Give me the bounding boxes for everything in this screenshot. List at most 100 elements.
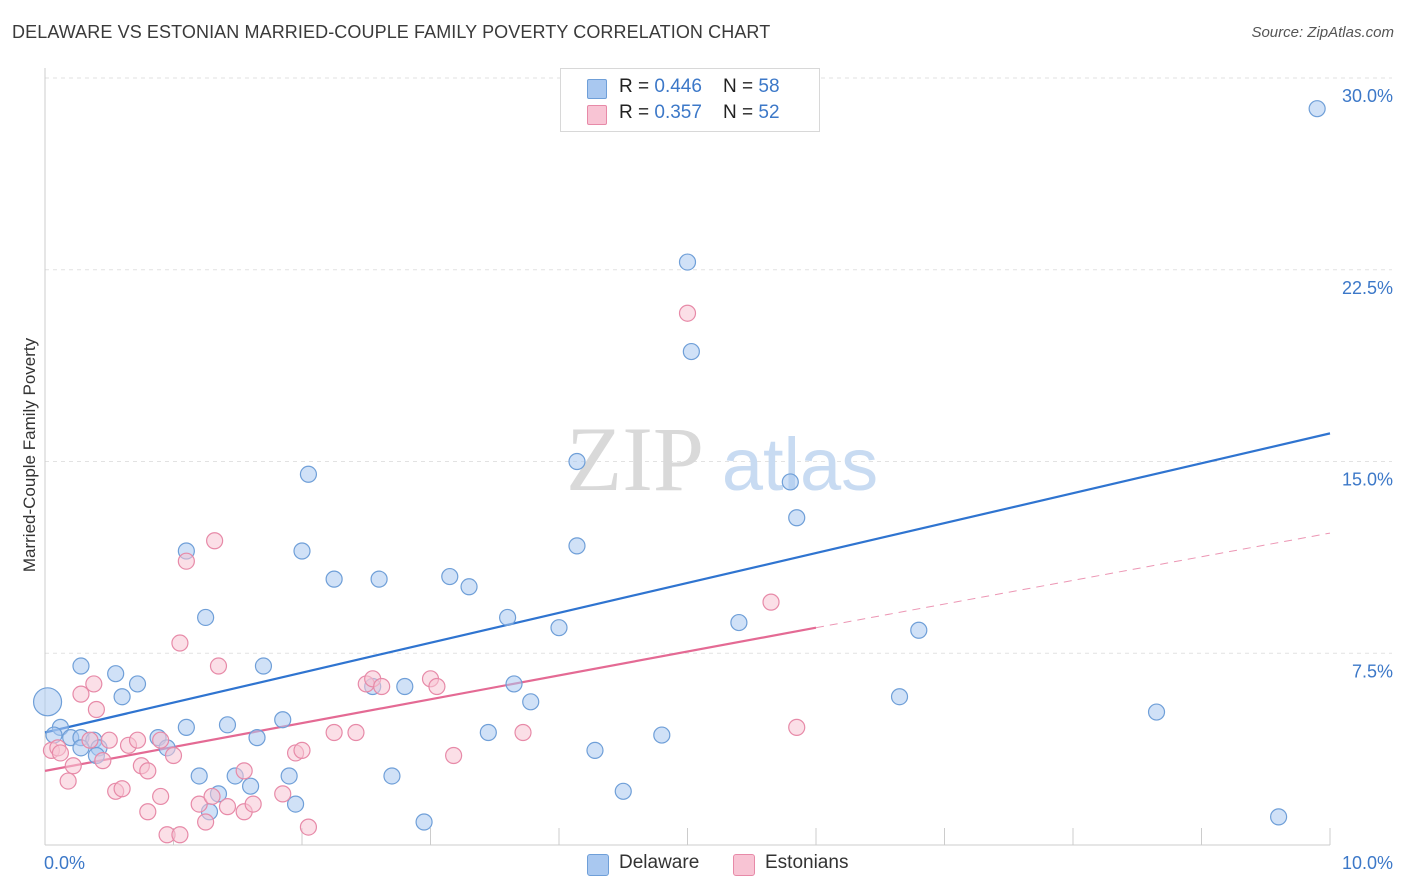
data-point-delaware (1147, 703, 1166, 721)
data-point-delaware (522, 693, 540, 711)
legend-swatch-delaware (587, 79, 607, 99)
data-point-delaware (128, 675, 147, 693)
data-point-delaware (370, 570, 388, 588)
tick-labels: 7.5% 15.0% 22.5% 30.0% 0.0% 10.0% (44, 86, 1393, 873)
data-point-estonians (171, 634, 189, 652)
legend-swatch-delaware (587, 854, 609, 876)
data-point-estonians (325, 723, 343, 742)
n-value: 58 (758, 76, 780, 97)
stats-legend: R = 0.446 N = 58 R = 0.357 N = 52 (560, 68, 820, 132)
data-point-estonians (81, 731, 99, 749)
data-point-delaware (653, 726, 671, 744)
data-points (32, 100, 1326, 844)
data-point-delaware (107, 665, 125, 683)
data-point-delaware (614, 782, 632, 800)
watermark-atlas: atlas (722, 423, 878, 506)
data-point-delaware (1269, 808, 1288, 826)
legend-label: Estonians (765, 852, 849, 873)
data-point-delaware (568, 452, 586, 471)
data-point-estonians (128, 731, 147, 749)
data-point-estonians (788, 718, 806, 736)
data-point-delaware (32, 687, 63, 717)
data-point-delaware (286, 795, 305, 813)
data-point-delaware (325, 570, 343, 588)
data-point-delaware (568, 537, 586, 555)
data-point-delaware (678, 253, 697, 271)
data-point-delaware (550, 619, 568, 637)
y-tick-label: 30.0% (1342, 86, 1393, 106)
data-point-estonians (293, 741, 311, 760)
data-point-estonians (678, 304, 697, 322)
data-point-delaware (788, 509, 806, 527)
data-point-estonians (64, 757, 82, 775)
data-point-delaware (383, 767, 401, 785)
data-point-delaware (890, 688, 909, 706)
data-point-delaware (586, 741, 604, 760)
data-point-estonians (206, 532, 224, 550)
data-point-estonians (373, 677, 391, 696)
data-point-estonians (190, 795, 208, 813)
x-tick-label: 0.0% (44, 853, 85, 873)
r-value: 0.446 (654, 76, 702, 97)
trend-line-delaware (44, 432, 1331, 734)
data-point-estonians (152, 731, 170, 749)
data-point-delaware (293, 542, 311, 560)
y-tick-label: 22.5% (1342, 278, 1393, 298)
data-point-estonians (209, 657, 228, 675)
data-point-delaware (177, 718, 195, 736)
watermark: ZIP atlas (566, 408, 878, 510)
data-point-estonians (87, 700, 106, 719)
data-point-estonians (197, 813, 215, 831)
data-point-delaware (197, 608, 215, 627)
data-point-estonians (59, 772, 77, 790)
legend-swatch-estonians (587, 105, 607, 125)
data-point-delaware (505, 675, 523, 693)
data-point-delaware (499, 608, 517, 627)
x-tick-label: 10.0% (1342, 853, 1393, 873)
data-point-estonians (299, 818, 318, 836)
data-point-estonians (203, 787, 221, 806)
data-point-delaware (460, 578, 478, 596)
data-point-delaware (479, 723, 497, 742)
data-point-delaware (113, 688, 131, 706)
data-point-delaware (781, 473, 799, 491)
data-point-estonians (164, 746, 183, 765)
data-point-estonians (244, 795, 262, 813)
data-point-delaware (682, 342, 700, 361)
data-point-delaware (248, 729, 266, 747)
data-point-estonians (152, 787, 170, 806)
data-point-estonians (113, 780, 131, 798)
data-point-estonians (100, 731, 118, 749)
data-point-delaware (274, 711, 292, 729)
source-label: Source: ZipAtlas.com (1251, 24, 1394, 41)
legend-swatch-estonians (733, 854, 755, 876)
data-point-estonians (514, 723, 532, 742)
data-point-estonians (762, 593, 780, 611)
data-point-delaware (396, 677, 414, 696)
data-point-estonians (445, 746, 463, 765)
data-point-estonians (85, 675, 103, 693)
data-point-estonians (51, 744, 70, 762)
data-point-delaware (910, 621, 928, 639)
r-value: 0.357 (654, 102, 702, 123)
data-point-delaware (254, 657, 273, 675)
data-point-delaware (441, 567, 459, 586)
data-point-delaware (242, 777, 260, 795)
data-point-delaware (730, 613, 748, 632)
data-point-estonians (235, 762, 253, 780)
data-point-delaware (280, 767, 298, 785)
data-point-estonians (428, 677, 446, 696)
y-tick-label: 15.0% (1342, 470, 1393, 490)
data-point-estonians (139, 762, 157, 780)
data-point-estonians (347, 723, 365, 742)
data-point-estonians (72, 685, 90, 703)
stats-text: R = 0.446 N = 58 (619, 76, 780, 97)
n-value: 52 (758, 102, 780, 123)
data-point-estonians (274, 785, 292, 803)
grid-lines (45, 77, 1392, 654)
data-point-delaware (415, 813, 433, 831)
data-point-estonians (171, 826, 189, 844)
data-point-delaware (218, 716, 237, 734)
stats-text: R = 0.357 N = 52 (619, 102, 780, 123)
